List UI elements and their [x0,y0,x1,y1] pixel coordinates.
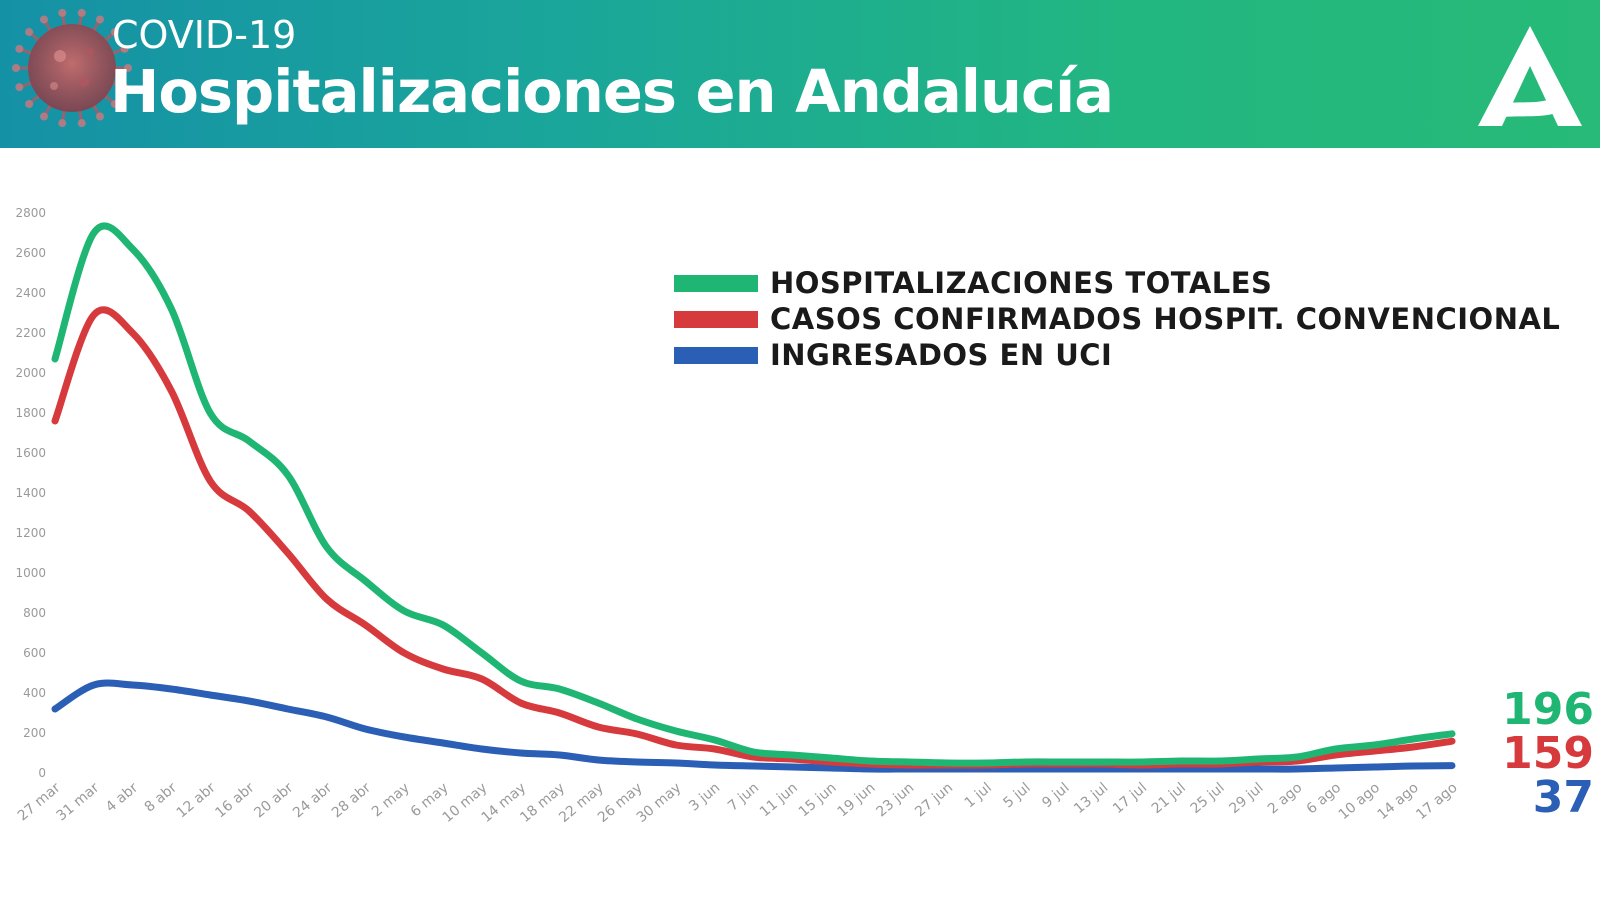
legend-item-convencional: CASOS CONFIRMADOS HOSPIT. CONVENCIONAL [674,301,1560,337]
y-tick-label: 1000 [15,566,46,580]
legend-label-uci: INGRESADOS EN UCI [770,338,1113,372]
x-tick-label: 29 jul [1226,780,1266,817]
x-tick-label: 5 jul [1000,780,1033,812]
y-tick-label: 1600 [15,446,46,460]
hospitalizations-chart: 0 200 400 600 800 1000 1200 1400 1600 1800 2000 220… [15,206,1461,826]
x-tick-label: 10 ago [1336,780,1383,823]
legend-item-totales: HOSPITALIZACIONES TOTALES [674,265,1560,301]
x-tick-label: 7 jun [725,780,762,815]
x-tick-label: 16 abr [212,780,257,822]
legend-item-uci: INGRESADOS EN UCI [674,337,1560,373]
x-tick-label: 24 abr [290,780,335,822]
x-tick-label: 23 jun [873,780,917,820]
y-tick-label: 2400 [15,286,46,300]
y-tick-label: 800 [23,606,46,620]
x-tick-label: 12 abr [174,780,219,822]
legend-swatch-totales [674,274,758,292]
x-tick-label: 1 jul [962,780,995,812]
legend-swatch-uci [674,346,758,364]
y-tick-label: 400 [23,686,46,700]
x-tick-label: 30 may [634,780,685,826]
x-tick-label: 27 mar [15,780,64,825]
line-uci [51,679,1456,773]
end-value-uci: 37 [1532,772,1594,823]
y-tick-label: 200 [23,726,46,740]
x-tick-label: 3 jun [686,780,723,815]
coronavirus-icon [12,8,132,128]
x-tick-label: 31 mar [54,780,103,825]
page-title: Hospitalizaciones en Andalucía [110,57,1114,126]
legend-label-convencional: CASOS CONFIRMADOS HOSPIT. CONVENCIONAL [770,302,1561,336]
x-tick-label: 28 abr [329,780,374,822]
y-tick-label: 0 [38,766,46,780]
x-tick-label: 17 jul [1110,780,1150,817]
legend: HOSPITALIZACIONES TOTALES CASOS CONFIRMA… [674,265,1560,373]
y-axis: 0 200 400 600 800 1000 1200 1400 1600 1800 2000 220… [15,206,46,780]
x-tick-label: 13 jul [1071,780,1111,817]
end-value-totales: 196 [1502,684,1594,735]
y-tick-label: 1800 [15,406,46,420]
x-tick-label: 19 jun [835,780,879,820]
y-tick-label: 1400 [15,486,46,500]
series-lines [51,222,1456,773]
x-tick-label: 21 jul [1149,780,1189,817]
line-convencional [51,306,1456,769]
x-tick-label: 25 jul [1188,780,1228,817]
junta-de-andalucia-logo [1478,26,1582,126]
y-tick-label: 1200 [15,526,46,540]
y-tick-label: 2600 [15,246,46,260]
y-tick-label: 600 [23,646,46,660]
legend-swatch-convencional [674,310,758,328]
x-tick-label: 9 jul [1039,780,1072,812]
y-tick-label: 2800 [15,206,46,220]
x-tick-label: 2 may [369,780,413,820]
x-tick-label: 2 ago [1265,780,1305,818]
header-subtitle: COVID-19 [112,13,297,57]
x-tick-label: 17 ago [1413,780,1460,823]
x-tick-label: 27 jun [912,780,956,820]
line-totales [51,222,1456,767]
x-tick-label: 15 jun [796,780,840,820]
x-tick-label: 4 abr [103,780,141,816]
x-tick-label: 11 jun [757,780,801,820]
x-tick-label: 14 ago [1374,780,1421,823]
y-tick-label: 2200 [15,326,46,340]
end-value-convencional: 159 [1502,728,1594,779]
header-banner: COVID-19 Hospitalizaciones en Andalucía [0,0,1600,148]
x-tick-label: 20 abr [251,780,296,822]
legend-label-totales: HOSPITALIZACIONES TOTALES [770,266,1273,300]
y-tick-label: 2000 [15,366,46,380]
